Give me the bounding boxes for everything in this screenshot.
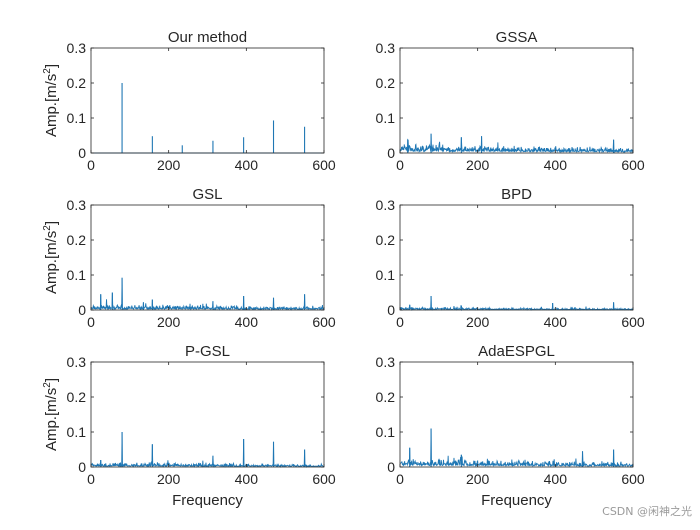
subplot-5: 0 200 400 600 0 0.1 0.2 0.3 P-GSL Frequency Amp.[m… xyxy=(42,343,336,509)
x-axis-label: Frequency xyxy=(481,492,552,509)
subplot-title: P-GSL xyxy=(185,343,230,360)
axes-box xyxy=(90,47,325,154)
subplot-3: 0 200 400 600 0 0.1 0.2 0.3 GSL Amp.[m/s2] xyxy=(42,186,336,330)
y-tick-label: 0 xyxy=(387,145,395,161)
y-tick-label: 0.1 xyxy=(67,267,87,283)
x-tick-label: 600 xyxy=(312,471,336,487)
series-line xyxy=(399,428,634,468)
y-tick-label: 0.2 xyxy=(376,75,396,91)
y-axis-label: Amp.[m/s2] xyxy=(42,378,60,451)
y-tick-label: 0.1 xyxy=(67,110,87,126)
y-tick-label: 0.1 xyxy=(376,110,396,126)
subplot-title: BPD xyxy=(501,186,532,203)
y-tick-label: 0 xyxy=(387,459,395,475)
series-line xyxy=(399,133,634,154)
x-tick-label: 600 xyxy=(312,314,336,330)
subplot-6: 0 200 400 600 0 0.1 0.2 0.3 AdaESPGL Frequency xyxy=(376,343,645,509)
y-tick-label: 0 xyxy=(78,145,86,161)
x-tick-label: 600 xyxy=(621,157,645,173)
x-tick-label: 400 xyxy=(235,314,259,330)
y-tick-label: 0.3 xyxy=(376,40,396,56)
x-tick-label: 0 xyxy=(396,157,404,173)
y-tick-label: 0.3 xyxy=(67,354,87,370)
x-tick-label: 600 xyxy=(621,471,645,487)
x-axis-label: Frequency xyxy=(172,492,243,509)
x-tick-label: 600 xyxy=(621,314,645,330)
subplot-title: Our method xyxy=(168,29,247,46)
axes-box xyxy=(399,361,634,468)
y-tick-label: 0.2 xyxy=(67,232,87,248)
y-axis-label: Amp.[m/s2] xyxy=(42,64,60,137)
y-tick-label: 0.2 xyxy=(67,75,87,91)
x-tick-label: 200 xyxy=(157,471,181,487)
watermark-text: CSDN @闲神之光 xyxy=(602,505,692,518)
y-tick-label: 0 xyxy=(78,459,86,475)
x-tick-label: 0 xyxy=(396,314,404,330)
x-tick-label: 0 xyxy=(87,157,95,173)
x-tick-label: 600 xyxy=(312,157,336,173)
series-line xyxy=(399,295,634,312)
y-tick-label: 0.1 xyxy=(376,424,396,440)
subplot-4: 0 200 400 600 0 0.1 0.2 0.3 BPD xyxy=(376,186,645,330)
x-tick-label: 200 xyxy=(466,157,490,173)
y-tick-label: 0.2 xyxy=(376,389,396,405)
y-tick-label: 0.3 xyxy=(376,354,396,370)
y-tick-label: 0.1 xyxy=(376,267,396,283)
x-tick-label: 200 xyxy=(157,157,181,173)
y-tick-label: 0.3 xyxy=(67,40,87,56)
axes-box xyxy=(90,204,325,311)
y-tick-label: 0 xyxy=(78,302,86,318)
y-tick-label: 0.2 xyxy=(376,232,396,248)
series-line xyxy=(90,431,325,469)
axes-box xyxy=(399,204,634,311)
y-axis-label: Amp.[m/s2] xyxy=(42,221,60,294)
x-tick-label: 200 xyxy=(466,314,490,330)
axes-box xyxy=(399,47,634,154)
x-tick-label: 400 xyxy=(235,471,259,487)
subplot-title: GSL xyxy=(192,186,222,203)
subplot-title: GSSA xyxy=(496,29,538,46)
x-tick-label: 400 xyxy=(544,471,568,487)
x-tick-label: 0 xyxy=(396,471,404,487)
x-tick-label: 400 xyxy=(544,314,568,330)
y-tick-label: 0.3 xyxy=(376,197,396,213)
x-tick-label: 400 xyxy=(235,157,259,173)
x-tick-label: 200 xyxy=(157,314,181,330)
y-tick-label: 0.2 xyxy=(67,389,87,405)
y-tick-label: 0.3 xyxy=(67,197,87,213)
x-tick-label: 0 xyxy=(87,471,95,487)
subplot-1: 0 200 400 600 0 0.1 0.2 0.3 Our method Amp.[m/s2] xyxy=(42,29,336,173)
series-line xyxy=(90,277,325,312)
x-tick-label: 400 xyxy=(544,157,568,173)
axes-box xyxy=(90,361,325,468)
subplot-title: AdaESPGL xyxy=(478,343,555,360)
y-tick-label: 0 xyxy=(387,302,395,318)
y-tick-label: 0.1 xyxy=(67,424,87,440)
x-tick-label: 0 xyxy=(87,314,95,330)
x-tick-label: 200 xyxy=(466,471,490,487)
subplot-2: 0 200 400 600 0 0.1 0.2 0.3 GSSA xyxy=(376,29,645,173)
